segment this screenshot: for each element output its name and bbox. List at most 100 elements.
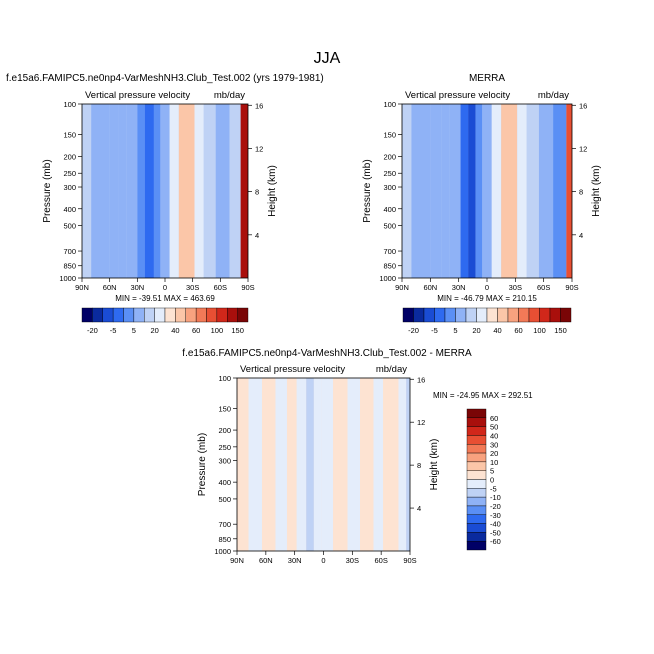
colorbar-swatch xyxy=(466,444,487,454)
y-tick-label: 500 xyxy=(383,222,396,231)
contour-band xyxy=(501,104,518,278)
plot-panel-2: MERRA Vertical pressure velocity mb/day 100… xyxy=(362,73,602,303)
contour-band xyxy=(275,378,287,551)
y-axis-label: Pressure (mb) xyxy=(42,159,53,222)
colorbar-label: -20 xyxy=(408,326,419,335)
y-tick-label: 200 xyxy=(63,152,76,161)
colorbar-swatch xyxy=(528,307,540,323)
contour-band xyxy=(482,104,492,278)
colorbar-swatch xyxy=(466,514,487,524)
x-tick-label: 0 xyxy=(163,283,167,292)
contour-band xyxy=(178,104,195,278)
contour-band xyxy=(109,104,119,278)
contour-fill xyxy=(237,378,410,551)
y2-tick-label: 12 xyxy=(417,418,425,427)
colorbar-swatch xyxy=(195,307,207,323)
plot-subtitle-right: mb/day xyxy=(538,90,569,101)
y-tick-label: 150 xyxy=(218,404,231,413)
y2-tick-label: 12 xyxy=(255,144,263,153)
y-tick-label: 500 xyxy=(63,222,76,231)
colorbar-label: 100 xyxy=(533,326,546,335)
plot-subtitle-left: Vertical pressure velocity xyxy=(405,90,510,101)
y2-tick-label: 12 xyxy=(579,144,587,153)
colorbar-swatch xyxy=(227,307,238,323)
y-tick-label: 250 xyxy=(383,169,396,178)
colorbar-label: 150 xyxy=(231,326,244,335)
figure-title: JJA xyxy=(314,50,341,67)
colorbar-swatch xyxy=(466,479,487,489)
colorbar-swatch xyxy=(185,307,197,323)
colorbar-label: 20 xyxy=(472,326,480,335)
colorbar-label: 10 xyxy=(490,458,498,467)
x-tick-label: 30S xyxy=(346,556,359,565)
y-tick-label: 1000 xyxy=(379,274,396,283)
contour-band xyxy=(449,104,461,278)
colorbar-label: 5 xyxy=(132,326,136,335)
colorbar-swatch xyxy=(144,307,155,323)
colorbar-label: 20 xyxy=(490,449,498,458)
contour-band xyxy=(313,378,322,551)
contour-band xyxy=(118,104,127,278)
contour-band xyxy=(411,104,431,278)
contour-band xyxy=(240,104,248,278)
y2-axis-label: Height (km) xyxy=(267,165,278,217)
plot-subtitle-left: Vertical pressure velocity xyxy=(240,364,345,375)
contour-band xyxy=(82,104,92,278)
contour-band xyxy=(468,104,476,278)
contour-band xyxy=(153,104,161,278)
x-tick-label: 60S xyxy=(214,283,227,292)
y-axis-label: Pressure (mb) xyxy=(197,433,208,496)
colorbar-swatch xyxy=(486,307,498,323)
y-tick-label: 150 xyxy=(383,131,396,140)
x-tick-label: 30N xyxy=(130,283,144,292)
colorbar-swatch xyxy=(81,307,93,323)
contour-band xyxy=(137,104,145,278)
colorbar-swatch xyxy=(507,307,519,323)
x-tick-label: 30S xyxy=(186,283,199,292)
plot-subtitle-right: mb/day xyxy=(376,364,407,375)
contour-band xyxy=(169,104,179,278)
y2-axis-label: Height (km) xyxy=(429,439,440,491)
contour-band xyxy=(203,104,216,278)
x-tick-label: 30S xyxy=(509,283,522,292)
colorbar-label: 100 xyxy=(211,326,224,335)
y-tick-label: 700 xyxy=(63,247,76,256)
colorbar-swatch xyxy=(133,307,145,323)
y-tick-label: 300 xyxy=(63,183,76,192)
y2-tick-label: 16 xyxy=(579,101,587,110)
y-tick-label: 200 xyxy=(383,152,396,161)
colorbar-swatch xyxy=(92,307,103,323)
y-tick-label: 1000 xyxy=(59,274,76,283)
colorbar-swatch xyxy=(444,307,456,323)
contour-band xyxy=(215,104,230,278)
x-tick-label: 60S xyxy=(537,283,550,292)
min-max-label: MIN = -39.51 MAX = 463.69 xyxy=(115,294,215,303)
colorbar-label: 150 xyxy=(554,326,567,335)
colorbar-label: -5 xyxy=(490,484,497,493)
y-tick-label: 850 xyxy=(63,262,76,271)
colorbar-swatch xyxy=(123,307,135,323)
contour-band xyxy=(144,104,154,278)
contour-band xyxy=(91,104,110,278)
y-tick-label: 250 xyxy=(218,443,231,452)
contour-band xyxy=(194,104,204,278)
contour-band xyxy=(430,104,442,278)
colorbar-label: -50 xyxy=(490,528,501,537)
contour-band xyxy=(566,104,572,278)
colorbar-label: 60 xyxy=(490,414,498,423)
colorbar-swatch xyxy=(466,523,487,533)
x-tick-label: 30N xyxy=(452,283,466,292)
colorbar-swatch xyxy=(466,426,487,436)
colorbar-label: -5 xyxy=(110,326,117,335)
colorbar-swatch xyxy=(549,307,561,323)
x-tick-label: 60S xyxy=(374,556,387,565)
contour-band xyxy=(538,104,554,278)
colorbar-swatch xyxy=(402,307,414,323)
colorbar-swatch xyxy=(539,307,551,323)
y2-tick-label: 4 xyxy=(255,231,259,240)
contour-band xyxy=(286,378,297,551)
plot-panel-1: f.e15a6.FAMIPC5.ne0np4-VarMeshNH3.Club_T… xyxy=(6,73,324,303)
colorbar-label: -5 xyxy=(431,326,438,335)
y-tick-label: 150 xyxy=(63,131,76,140)
contour-band xyxy=(553,104,567,278)
